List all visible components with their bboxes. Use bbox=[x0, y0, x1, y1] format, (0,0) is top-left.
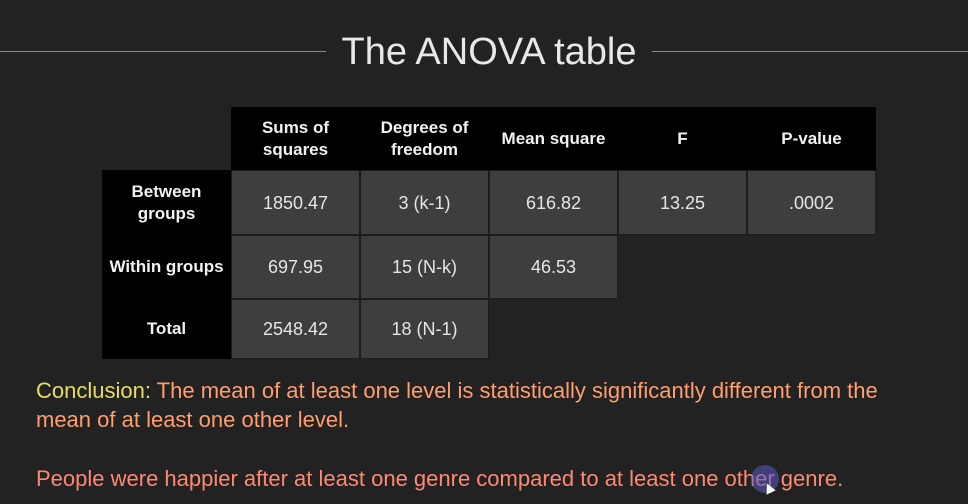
cell-between-sums-of-squares: 1850.47 bbox=[231, 170, 360, 235]
column-header-f: F bbox=[618, 107, 747, 170]
title-rule-left bbox=[0, 51, 326, 52]
cell-between-mean-square: 616.82 bbox=[489, 170, 618, 235]
column-header-p-value: P-value bbox=[747, 107, 876, 170]
cell-between-degrees-of-freedom: 3 (k-1) bbox=[360, 170, 489, 235]
cell-within-mean-square: 46.53 bbox=[489, 235, 618, 299]
column-header-mean-square: Mean square bbox=[489, 107, 618, 170]
column-header-degrees-of-freedom: Degrees of freedom bbox=[360, 107, 489, 170]
cursor-highlight bbox=[751, 465, 779, 493]
interpretation-text: People were happier after at least one g… bbox=[36, 466, 844, 491]
conclusion-text: Conclusion: The mean of at least one lev… bbox=[36, 376, 936, 434]
row-header-between-groups: Between groups bbox=[102, 170, 231, 235]
row-header-within-groups: Within groups bbox=[102, 235, 231, 299]
cell-between-p-value: .0002 bbox=[747, 170, 876, 235]
title-rule-right bbox=[652, 51, 968, 52]
column-header-sums-of-squares: Sums of squares bbox=[231, 107, 360, 170]
cell-total-degrees-of-freedom: 18 (N-1) bbox=[360, 299, 489, 359]
conclusion-label: Conclusion: bbox=[36, 378, 151, 403]
page-title: The ANOVA table bbox=[341, 31, 637, 73]
cell-total-sums-of-squares: 2548.42 bbox=[231, 299, 360, 359]
cell-within-sums-of-squares: 697.95 bbox=[231, 235, 360, 299]
conclusion-statement: The mean of at least one level is statis… bbox=[36, 378, 878, 432]
cell-between-f: 13.25 bbox=[618, 170, 747, 235]
row-header-total: Total bbox=[102, 299, 231, 359]
title-row: The ANOVA table bbox=[0, 28, 968, 78]
cell-within-degrees-of-freedom: 15 (N-k) bbox=[360, 235, 489, 299]
